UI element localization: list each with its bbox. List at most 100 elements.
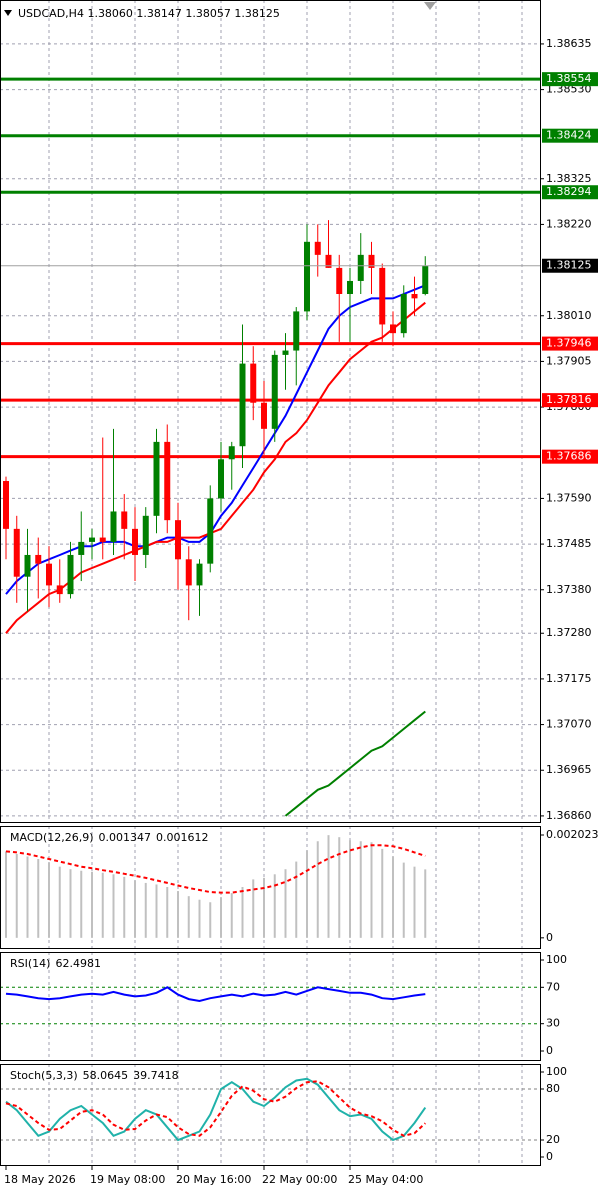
candle-body	[142, 515, 149, 555]
level-label-box	[542, 72, 598, 87]
candle-body	[24, 554, 31, 577]
y-tick-label: 1.36965	[546, 763, 592, 776]
header-part: Stoch(5,3,3)	[10, 1069, 78, 1082]
x-tick-label: 22 May 00:00	[262, 1173, 337, 1186]
macd-bar	[327, 835, 330, 938]
moving-average	[5, 301, 426, 634]
level-label: 1.37686	[546, 450, 592, 463]
y-tick-label: 1.38325	[546, 172, 592, 185]
level-label: 1.38294	[546, 185, 592, 198]
macd-bar	[26, 856, 29, 938]
macd-bar	[252, 879, 255, 938]
macd-bar	[80, 870, 83, 938]
x-tick-label: 20 May 16:00	[176, 1173, 251, 1186]
y-tick-label: 0.002023	[546, 828, 599, 841]
level-label-box	[542, 185, 598, 200]
y-tick-label: 100	[546, 953, 567, 966]
moving-average	[5, 284, 426, 595]
moving-average	[284, 710, 426, 817]
y-tick-label: 70	[546, 980, 560, 993]
y-tick-label: 1.36860	[546, 809, 592, 822]
level-label: 1.38424	[546, 129, 592, 142]
candle-body	[282, 350, 289, 355]
header-part: 0.001347	[99, 831, 152, 844]
macd-bar	[402, 862, 405, 938]
macd-bar	[48, 862, 50, 938]
macd-bar	[187, 896, 190, 938]
candle-body	[164, 441, 171, 521]
panel-border	[0, 826, 541, 949]
level-label: 1.38554	[546, 72, 592, 85]
candle-body	[250, 363, 257, 403]
indicator-header: Stoch(5,3,3) 58.0645 39.7418	[10, 1069, 179, 1082]
x-tick-label: 19 May 08:00	[90, 1173, 165, 1186]
oscillator-line	[5, 986, 426, 1003]
y-tick-label: 0	[546, 1150, 553, 1163]
x-tick-label: 25 May 04:00	[348, 1173, 423, 1186]
macd-bar	[112, 874, 115, 938]
candle-body	[422, 265, 429, 295]
level-label-box	[542, 336, 598, 351]
macd-bar	[392, 856, 394, 938]
candle-body	[46, 563, 52, 586]
level-label-box	[542, 393, 598, 408]
y-tick-label: 1.38220	[546, 217, 592, 230]
candle-body	[271, 354, 278, 429]
header-part: 39.7418	[133, 1069, 179, 1082]
header-part: 62.4981	[55, 957, 101, 970]
candle-body	[13, 528, 20, 577]
candle-body	[347, 280, 353, 295]
candle-body	[175, 520, 181, 560]
menu-arrow	[4, 10, 12, 16]
candle-body	[368, 254, 375, 268]
y-tick-label: 0	[546, 1044, 553, 1057]
macd-bar	[220, 897, 222, 938]
y-tick-label: 1.37070	[546, 718, 592, 731]
y-tick-label: 1.37175	[546, 672, 592, 685]
macd-bar	[370, 842, 373, 938]
macd-bar	[230, 893, 233, 938]
candle-body	[3, 481, 9, 529]
candle-body	[293, 311, 300, 351]
candle-body	[218, 459, 224, 499]
macd-bar	[413, 866, 416, 938]
macd-bar	[349, 840, 351, 938]
oscillator-line	[5, 1077, 427, 1142]
y-tick-label: 1.37905	[546, 354, 592, 367]
macd-bar	[177, 891, 179, 938]
candle-body	[336, 267, 343, 295]
y-tick-label: 1.37485	[546, 537, 592, 550]
last-price-box	[542, 258, 598, 273]
candle-body	[239, 363, 246, 447]
y-tick-label: 1.38635	[546, 37, 592, 50]
panel-border	[0, 0, 541, 823]
macd-bar	[5, 851, 7, 938]
macd-bar	[144, 882, 147, 938]
macd-signal	[5, 844, 426, 894]
macd-bar	[209, 902, 212, 938]
header-part: 0.001612	[156, 831, 209, 844]
macd-bar	[263, 877, 265, 938]
macd-bar	[155, 884, 158, 938]
candle-body	[261, 402, 267, 429]
macd-bar	[381, 848, 384, 938]
macd-bar	[91, 871, 93, 938]
macd-bar	[424, 869, 427, 938]
candle-body	[89, 537, 95, 542]
macd-bar	[295, 861, 298, 938]
candle-body	[411, 294, 418, 299]
level-label: 1.37946	[546, 337, 592, 350]
oscillator-line	[5, 1080, 426, 1137]
macd-bar	[306, 850, 308, 938]
candle-body	[67, 554, 74, 595]
y-tick-label: 80	[546, 1082, 560, 1095]
macd-bar	[338, 837, 341, 938]
y-tick-label: 0	[546, 931, 553, 944]
candle-body	[207, 498, 214, 564]
shift-marker	[424, 2, 436, 10]
macd-bar	[123, 876, 126, 938]
macd-bar	[359, 841, 362, 938]
x-tick-label: 18 May 2026	[4, 1173, 76, 1186]
